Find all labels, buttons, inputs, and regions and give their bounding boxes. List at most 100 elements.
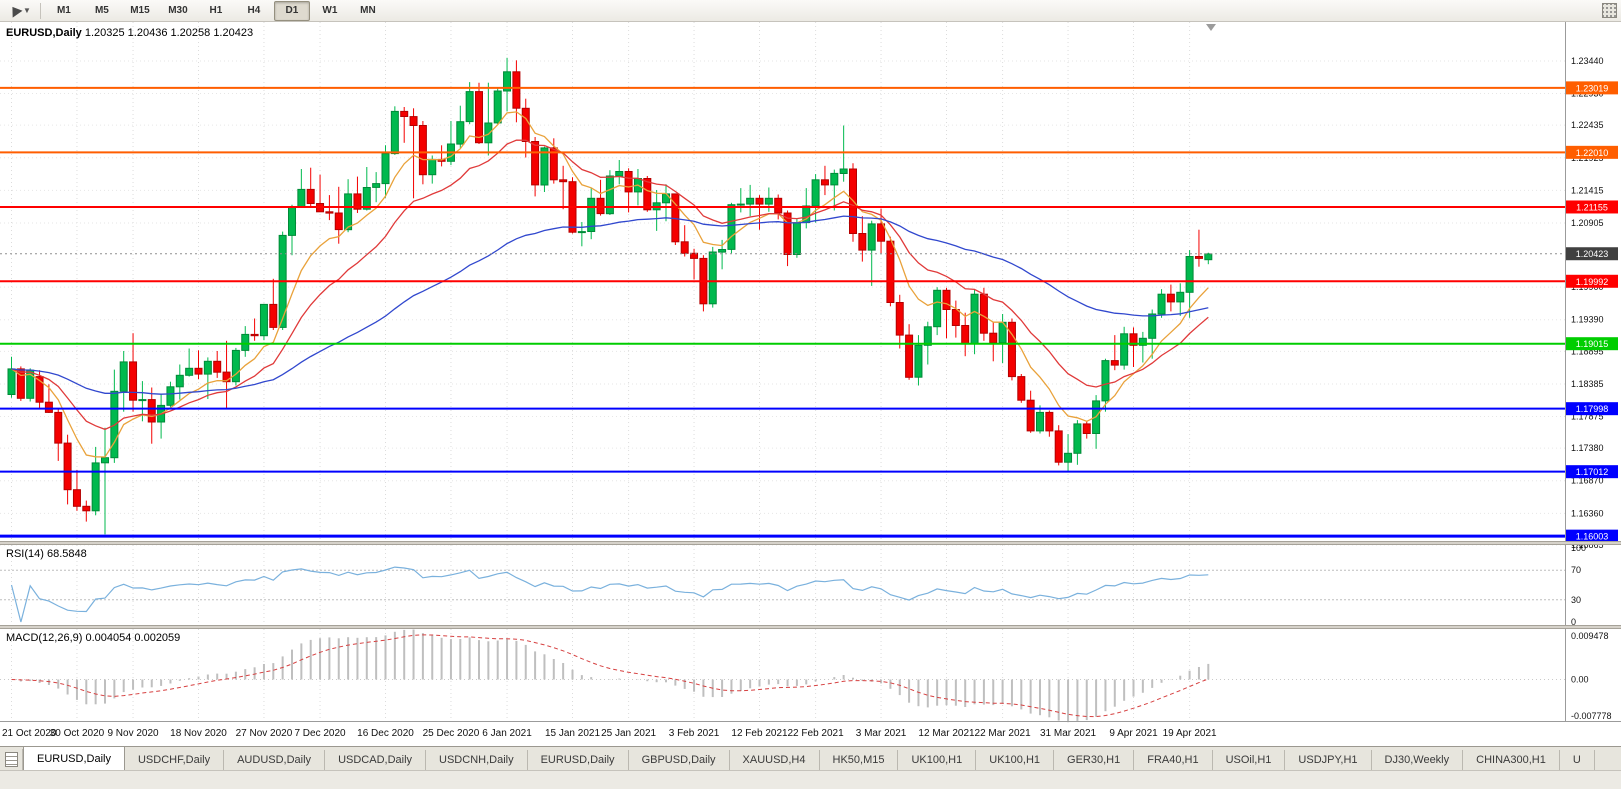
svg-text:7 Dec 2020: 7 Dec 2020 — [294, 728, 346, 739]
svg-text:0: 0 — [1571, 617, 1576, 627]
chart-tabs-bar: EURUSD,Daily USDCHF,Daily AUDUSD,Daily USDC… — [0, 746, 1621, 770]
chart-tab-12[interactable]: GER30,H1 — [1054, 750, 1135, 770]
svg-text:31 Mar 2021: 31 Mar 2021 — [1040, 728, 1097, 739]
chart-tab-1[interactable]: EURUSD,Daily — [23, 747, 125, 770]
panel-splitter[interactable] — [0, 625, 1621, 629]
svg-text:70: 70 — [1571, 565, 1581, 575]
svg-text:6 Jan 2021: 6 Jan 2021 — [482, 728, 532, 739]
status-bar — [0, 770, 1621, 789]
svg-text:1.20905: 1.20905 — [1571, 218, 1604, 228]
svg-text:1.17380: 1.17380 — [1571, 443, 1604, 453]
timeframe-button-h1[interactable]: H1 — [209, 5, 223, 16]
chart-tab-2[interactable]: USDCHF,Daily — [125, 750, 225, 770]
ma-mid-line — [11, 139, 1209, 431]
panel-splitter[interactable] — [0, 541, 1621, 545]
timeframe-button-w1[interactable]: W1 — [322, 5, 338, 16]
dropdown-caret-icon: ▼ — [23, 6, 31, 15]
svg-text:30: 30 — [1571, 595, 1581, 605]
svg-text:12 Mar 2021: 12 Mar 2021 — [918, 728, 975, 739]
svg-text:27 Nov 2020: 27 Nov 2020 — [236, 728, 293, 739]
timeframe-buttons: M1 M5 M15 M30 H1 H4 D1 W1 MN — [45, 0, 387, 21]
svg-text:15 Jan 2021: 15 Jan 2021 — [545, 728, 600, 739]
chart-tab-18[interactable]: U — [1560, 750, 1595, 770]
svg-text:25 Jan 2021: 25 Jan 2021 — [601, 728, 656, 739]
chart-tab-4[interactable]: USDCAD,Daily — [325, 750, 427, 770]
svg-text:9 Apr 2021: 9 Apr 2021 — [1109, 728, 1158, 739]
svg-text:19 Apr 2021: 19 Apr 2021 — [1163, 728, 1217, 739]
macd-signal-line — [11, 634, 1209, 718]
svg-text:1.21155: 1.21155 — [1576, 202, 1608, 212]
chart-tab-8[interactable]: XAUUSD,H4 — [730, 750, 820, 770]
chart-tab-6[interactable]: EURUSD,Daily — [528, 750, 629, 770]
chart-tab-14[interactable]: USOil,H1 — [1213, 750, 1286, 770]
candles — [7, 57, 1213, 535]
chart-canvas[interactable]: 1.234401.229301.224351.219251.214151.209… — [0, 22, 1621, 746]
svg-text:22 Feb 2021: 22 Feb 2021 — [788, 728, 845, 739]
chart-window-icon[interactable] — [0, 749, 23, 770]
svg-text:1.22435: 1.22435 — [1571, 120, 1604, 130]
svg-text:1.23440: 1.23440 — [1571, 56, 1604, 66]
chart-shift-marker[interactable] — [1206, 24, 1216, 31]
timeframe-button-h4[interactable]: H4 — [247, 5, 261, 16]
svg-text:1.20423: 1.20423 — [1576, 249, 1609, 259]
timeframe-button-m1[interactable]: M1 — [56, 5, 71, 16]
svg-text:1.17875: 1.17875 — [1571, 412, 1604, 422]
chart-tab-9[interactable]: HK50,M15 — [820, 750, 899, 770]
svg-text:1.22010: 1.22010 — [1576, 148, 1609, 158]
chart-tab-17[interactable]: CHINA300,H1 — [1463, 750, 1560, 770]
svg-text:1.18895: 1.18895 — [1571, 346, 1604, 356]
svg-text:1.16360: 1.16360 — [1571, 508, 1604, 518]
svg-text:1.21415: 1.21415 — [1571, 185, 1604, 195]
timeframe-button-m15[interactable]: M15 — [130, 5, 150, 16]
svg-text:25 Dec 2020: 25 Dec 2020 — [423, 728, 480, 739]
macd-histogram — [19, 629, 1210, 723]
chart-tool-icon[interactable]: ▼ — [4, 1, 36, 21]
svg-text:12 Feb 2021: 12 Feb 2021 — [731, 728, 788, 739]
svg-text:100: 100 — [1571, 543, 1586, 553]
svg-text:1.17012: 1.17012 — [1576, 467, 1609, 477]
timeframe-button-m30[interactable]: M30 — [168, 5, 188, 16]
ma-slow-line — [11, 215, 1209, 395]
chart-tab-13[interactable]: FRA40,H1 — [1134, 750, 1213, 770]
svg-text:9 Nov 2020: 9 Nov 2020 — [107, 728, 159, 739]
chart-tab-3[interactable]: AUDUSD,Daily — [224, 750, 326, 770]
cursor-triangle-icon — [7, 3, 23, 18]
svg-text:30 Oct 2020: 30 Oct 2020 — [50, 728, 105, 739]
timeframe-toolbar: ▼ M1 M5 M15 M30 H1 H4 D1 W1 MN — [0, 0, 1621, 22]
svg-text:3 Mar 2021: 3 Mar 2021 — [856, 728, 907, 739]
svg-text:0.00: 0.00 — [1571, 675, 1589, 685]
svg-text:18 Nov 2020: 18 Nov 2020 — [170, 728, 227, 739]
svg-text:1.18385: 1.18385 — [1571, 379, 1604, 389]
svg-text:1.19015: 1.19015 — [1576, 339, 1609, 349]
chart-tab-11[interactable]: UK100,H1 — [976, 750, 1055, 770]
svg-text:-0.007778: -0.007778 — [1571, 711, 1612, 721]
timeframe-button-mn[interactable]: MN — [360, 5, 376, 16]
chart-tab-7[interactable]: GBPUSD,Daily — [629, 750, 730, 770]
toolbar-grid-icon[interactable] — [1602, 3, 1617, 18]
chart-tab-16[interactable]: DJ30,Weekly — [1372, 750, 1464, 770]
rsi-line — [10, 566, 1209, 623]
svg-text:1.16870: 1.16870 — [1571, 476, 1604, 486]
timeframe-button-d1[interactable]: D1 — [273, 0, 310, 21]
chart-tabs: EURUSD,Daily USDCHF,Daily AUDUSD,Daily USDC… — [23, 747, 1595, 770]
svg-text:0.009478: 0.009478 — [1571, 631, 1609, 641]
ma-fast-line — [11, 111, 1209, 458]
svg-text:21 Oct 2020: 21 Oct 2020 — [2, 728, 57, 739]
chart-tab-5[interactable]: USDCNH,Daily — [426, 750, 528, 770]
svg-text:1.17998: 1.17998 — [1576, 404, 1609, 414]
timeframe-button-m5[interactable]: M5 — [94, 5, 109, 16]
svg-text:1.16003: 1.16003 — [1576, 532, 1609, 542]
toolbar-separator — [39, 2, 41, 19]
svg-text:1.19390: 1.19390 — [1571, 315, 1604, 325]
svg-text:1.23019: 1.23019 — [1576, 83, 1609, 93]
current-price-tag — [1566, 247, 1618, 261]
svg-text:22 Mar 2021: 22 Mar 2021 — [975, 728, 1032, 739]
chart-tab-15[interactable]: USDJPY,H1 — [1285, 750, 1372, 770]
svg-text:3 Feb 2021: 3 Feb 2021 — [669, 728, 720, 739]
svg-text:1.19992: 1.19992 — [1576, 277, 1609, 287]
vertical-gridlines — [11, 22, 1191, 721]
chart-tab-10[interactable]: UK100,H1 — [898, 750, 977, 770]
svg-text:16 Dec 2020: 16 Dec 2020 — [357, 728, 414, 739]
